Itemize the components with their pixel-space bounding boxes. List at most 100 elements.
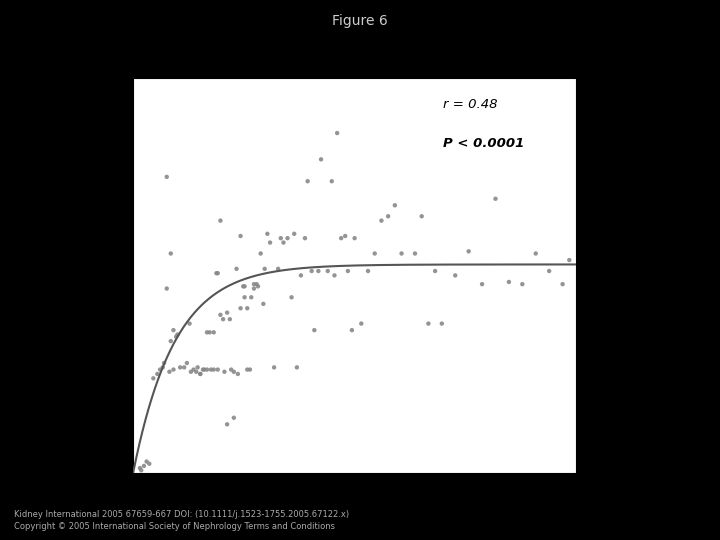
Point bbox=[309, 326, 320, 334]
Point bbox=[235, 232, 246, 240]
Point bbox=[409, 249, 420, 258]
Point bbox=[302, 177, 313, 186]
Point bbox=[423, 319, 434, 328]
Point bbox=[278, 238, 289, 247]
Point bbox=[165, 249, 176, 258]
Text: Kidney International 2005 67659-667 DOI: (10.1111/j.1523-1755.2005.67122.x): Kidney International 2005 67659-667 DOI:… bbox=[14, 510, 349, 519]
Point bbox=[369, 249, 380, 258]
Point bbox=[221, 420, 233, 429]
Point bbox=[396, 249, 408, 258]
Point bbox=[291, 363, 302, 372]
Point bbox=[239, 293, 251, 302]
Point bbox=[246, 293, 257, 302]
Point bbox=[148, 374, 159, 383]
Point bbox=[315, 155, 327, 164]
Point bbox=[356, 319, 367, 328]
Point bbox=[202, 328, 213, 336]
Point bbox=[490, 194, 501, 203]
Point bbox=[154, 365, 166, 374]
Point bbox=[174, 363, 186, 372]
Point bbox=[336, 234, 347, 242]
Point bbox=[326, 177, 338, 186]
Point bbox=[165, 337, 176, 346]
Point bbox=[179, 363, 190, 372]
Point bbox=[436, 319, 448, 328]
X-axis label: Diuresis admission, mL/h: Diuresis admission, mL/h bbox=[276, 500, 433, 513]
Point bbox=[530, 249, 541, 258]
Point bbox=[184, 319, 195, 328]
Point bbox=[194, 369, 206, 378]
Point bbox=[221, 308, 233, 317]
Point bbox=[199, 365, 210, 374]
Point bbox=[244, 365, 256, 374]
Point bbox=[286, 293, 297, 302]
Point bbox=[382, 212, 394, 220]
Point bbox=[232, 369, 243, 378]
Point bbox=[564, 256, 575, 265]
Point bbox=[163, 367, 175, 376]
Point bbox=[449, 271, 461, 280]
Point bbox=[171, 333, 182, 341]
Point bbox=[161, 284, 173, 293]
Point bbox=[329, 271, 341, 280]
Point bbox=[322, 267, 333, 275]
Point bbox=[224, 315, 235, 323]
Point bbox=[191, 367, 202, 376]
Point bbox=[241, 365, 253, 374]
Point bbox=[463, 247, 474, 255]
Point bbox=[212, 269, 223, 278]
Point bbox=[342, 267, 354, 275]
Point bbox=[202, 365, 213, 374]
Text: r = 0.48: r = 0.48 bbox=[443, 98, 498, 111]
Point bbox=[134, 464, 145, 472]
Point bbox=[185, 367, 197, 376]
Point bbox=[300, 234, 311, 242]
Y-axis label: GFR admission, mL/min/1.73m²: GFR admission, mL/min/1.73m² bbox=[84, 177, 96, 374]
Point bbox=[228, 367, 240, 376]
Point bbox=[349, 234, 361, 242]
Point bbox=[171, 330, 183, 339]
Point bbox=[230, 265, 242, 273]
Point bbox=[503, 278, 515, 286]
Point bbox=[192, 363, 203, 372]
Point bbox=[258, 300, 269, 308]
Point bbox=[215, 310, 226, 319]
Point bbox=[272, 265, 284, 273]
Point bbox=[416, 212, 428, 220]
Point bbox=[168, 326, 179, 334]
Point bbox=[252, 282, 264, 291]
Point bbox=[181, 359, 193, 367]
Point bbox=[152, 369, 163, 378]
Point bbox=[161, 173, 173, 181]
Point bbox=[429, 267, 441, 275]
Point bbox=[143, 460, 155, 468]
Point bbox=[376, 217, 387, 225]
Point bbox=[544, 267, 555, 275]
Text: Copyright © 2005 International Society of Nephrology Terms and Conditions: Copyright © 2005 International Society o… bbox=[14, 522, 336, 531]
Point bbox=[219, 367, 230, 376]
Point bbox=[312, 267, 324, 275]
Point bbox=[261, 230, 273, 238]
Text: P < 0.0001: P < 0.0001 bbox=[443, 137, 525, 151]
Point bbox=[208, 328, 220, 336]
Point bbox=[225, 365, 237, 374]
Point bbox=[295, 271, 307, 280]
Point bbox=[235, 304, 246, 313]
Point bbox=[158, 359, 170, 367]
Point bbox=[289, 230, 300, 238]
Point bbox=[141, 457, 153, 466]
Point bbox=[362, 267, 374, 275]
Point bbox=[339, 232, 351, 240]
Point bbox=[516, 280, 528, 288]
Point bbox=[241, 304, 253, 313]
Point bbox=[255, 249, 266, 258]
Point bbox=[197, 365, 209, 374]
Point bbox=[248, 284, 260, 293]
Point bbox=[188, 365, 199, 374]
Point bbox=[269, 363, 280, 372]
Point bbox=[331, 129, 343, 137]
Text: Figure 6: Figure 6 bbox=[332, 14, 388, 28]
Point bbox=[346, 326, 358, 334]
Point bbox=[389, 201, 400, 210]
Point bbox=[557, 280, 568, 288]
